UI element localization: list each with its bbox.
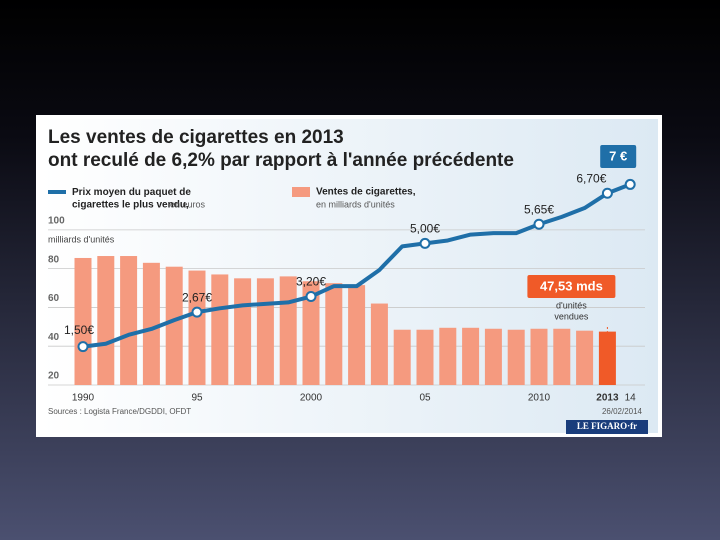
annotation: vendues [554,311,589,321]
x-tick-label: 2013 [596,393,619,404]
bar [97,256,115,385]
logo: LE FIGARO·fr [577,421,637,431]
bar [507,329,525,385]
value-label-box [527,275,616,298]
bar [553,328,571,385]
legend-label: cigarettes le plus vendu, [72,200,189,211]
legend-subtitle: en milliards d'unités [316,199,395,209]
bar [74,257,92,385]
bar [370,303,388,385]
value-label: 5,00€ [410,222,440,236]
x-tick-label: 95 [191,393,203,404]
legend-subtitle: en euros [170,199,206,209]
date: 26/02/2014 [602,407,643,416]
bar [279,276,297,385]
value-label: 3,20€ [296,275,326,289]
bar [439,327,457,385]
chart-title: Les ventes de cigarettes en 2013 [48,127,344,148]
value-label: 5,65€ [524,202,554,216]
bar [256,278,274,385]
price-point [419,237,431,249]
bar [462,327,480,385]
x-tick-label: 2010 [528,393,551,404]
chart-title: ont reculé de 6,2% par rapport à l'année… [48,150,514,171]
value-label: 1,50€ [64,323,94,337]
bar [598,331,616,385]
x-tick-label: 05 [419,393,431,404]
legend-label: Prix moyen du paquet de [72,187,191,198]
price-point [191,306,203,318]
logo-box [566,420,648,434]
bar [348,285,366,385]
bar [211,274,229,385]
value-label: 7 € [609,148,627,163]
bar [234,278,252,385]
price-point [305,291,317,303]
legend-swatch [292,187,310,197]
price-point [533,218,545,230]
source: Sources : Logista France/DGDDI, OFDT [48,407,191,416]
bar [530,328,548,385]
price-point [624,178,636,190]
y-axis-label: milliards d'unités [48,234,115,244]
bar [484,328,502,385]
x-tick-label: 2000 [300,393,323,404]
price-point [601,187,613,199]
value-label: 2,67€ [182,290,212,304]
bar [165,266,183,385]
bar [188,270,206,385]
y-tick-label: 40 [48,332,60,343]
bar [302,281,320,385]
y-tick-label: 60 [48,293,60,304]
bar [416,329,434,385]
y-tick-label: 80 [48,254,60,265]
y-tick-label: 20 [48,371,60,382]
bar [576,330,594,385]
bar [325,283,343,385]
legend-label-line: Prix moyen du paquet de [72,187,191,198]
y-tick-label: 100 [48,215,65,226]
value-label: 47,53 mds [540,278,603,293]
value-label-box [600,145,637,168]
annotation: d'unités [556,300,587,310]
bar [393,329,411,385]
x-tick-label: 1990 [72,393,95,404]
legend-label: Ventes de cigarettes, [316,187,416,198]
bar [120,256,138,385]
legend-swatch [48,190,66,194]
value-label: 6,70€ [576,171,606,185]
bar [142,262,160,385]
x-tick-label: 14 [625,393,637,404]
price-point [77,341,89,353]
